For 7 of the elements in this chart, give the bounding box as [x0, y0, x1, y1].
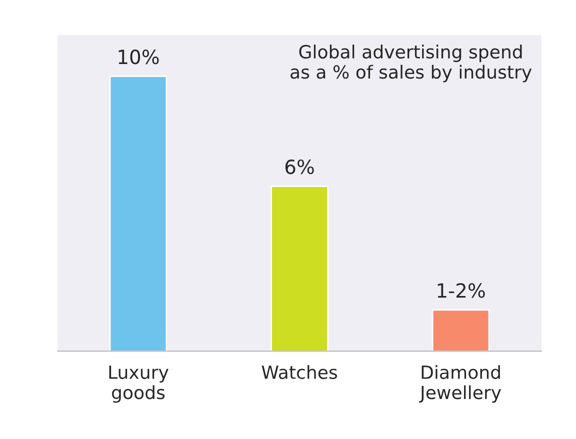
text: Global advertising spend as a % of sales by industry: [290, 44, 532, 82]
x-tick-label: Luxury goods: [109, 366, 168, 403]
data-label: 6%: [285, 159, 314, 174]
data-label: 1-2%: [438, 283, 485, 298]
x-tick-label: Watches: [262, 365, 338, 380]
data-label: 10%: [118, 50, 159, 64]
x-tick-label: Diamond Jewellery: [419, 365, 502, 403]
